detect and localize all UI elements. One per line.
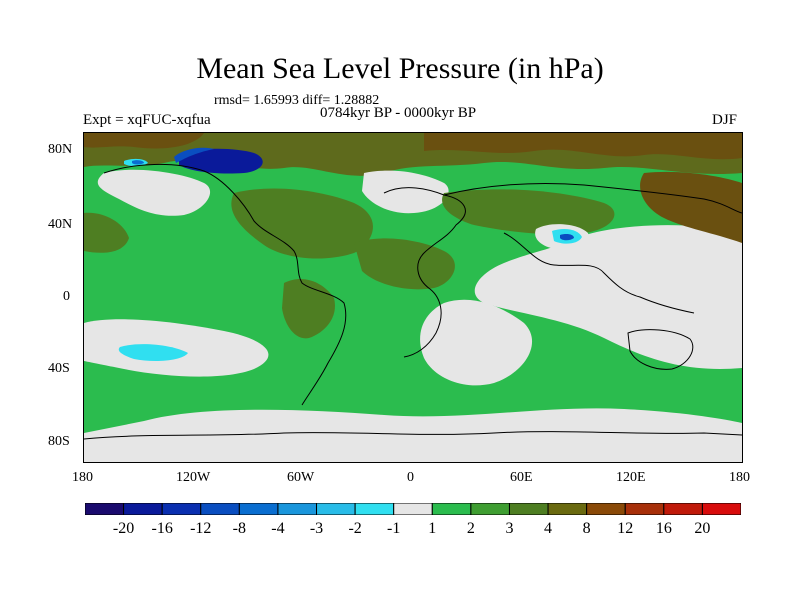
map-svg [84, 133, 742, 462]
colorbar-swatch [393, 503, 433, 515]
east-asia-brown [640, 171, 742, 243]
coastline-australia [627, 329, 694, 370]
coastlines [84, 163, 742, 440]
north-america-olive [231, 188, 373, 259]
south-america-olive [282, 278, 335, 339]
colorbar-swatch [85, 503, 125, 515]
colorbar-swatch [547, 503, 588, 515]
coastline-antarctica [84, 431, 742, 440]
colorbar-swatch [701, 503, 741, 515]
colorbar-swatch [354, 503, 395, 515]
arctic-blue-patch [132, 160, 144, 165]
colorbar-swatch [123, 503, 163, 515]
south-atlantic-gray [420, 299, 533, 386]
map-panel [83, 132, 743, 463]
asia-olive [442, 189, 615, 235]
colorbar-label: 16 [655, 520, 672, 537]
colorbar-label: -4 [271, 520, 285, 537]
lon-label-180w: 180 [72, 470, 93, 485]
coastline-americas [103, 163, 347, 406]
africa-olive [354, 238, 455, 290]
arctic-brown-west [84, 133, 204, 149]
arctic-brown-zone [424, 133, 742, 160]
colorbar-label: -8 [232, 520, 246, 537]
stats-text: rmsd= 1.65993 diff= 1.28882 [214, 93, 380, 108]
lat-label-40n: 40N [48, 217, 73, 232]
colorbar-label: -20 [112, 520, 135, 537]
colorbar-swatch [470, 503, 510, 515]
colorbar-swatch [161, 503, 202, 515]
lat-label-80s: 80S [48, 434, 70, 449]
greenland-low-core [179, 148, 263, 174]
colorbar-swatch [663, 503, 703, 515]
lat-label-40s: 40S [48, 361, 70, 376]
colorbar-label: 3 [505, 520, 514, 537]
lon-label-120w: 120W [176, 470, 211, 485]
colorbar-label: 12 [617, 520, 634, 537]
colorbar-swatch [586, 503, 626, 515]
map-title: Mean Sea Level Pressure (in hPa) [196, 52, 604, 85]
colorbar-label: -2 [348, 520, 362, 537]
colorbar-label: 8 [582, 520, 591, 537]
colorbar-swatch [508, 503, 549, 515]
colorbar-swatch [200, 503, 240, 515]
antarctic-gray [84, 433, 742, 462]
coastline-europe-africa [383, 187, 466, 358]
coastline-asia-south [503, 232, 695, 314]
greenland-low-edge [174, 147, 214, 163]
lat-label-80n: 80N [48, 142, 73, 157]
north-pacific-gray [97, 169, 211, 216]
experiment-label: Expt = xqFUC-xqfua [83, 112, 211, 128]
tibet-low-core [560, 234, 574, 241]
southern-ocean-gray [84, 408, 742, 433]
pacific-olive-west [84, 212, 129, 253]
colorbar [85, 503, 741, 515]
colorbar-swatch [277, 503, 318, 515]
colorbar-label: -3 [309, 520, 324, 537]
colorbar-label: -12 [190, 520, 212, 537]
colorbar-swatch [316, 503, 356, 515]
colorbar-label: -16 [151, 520, 173, 537]
lon-label-180e: 180 [729, 470, 750, 485]
colorbar-label: 4 [544, 520, 553, 537]
period-text: 0784kyr BP - 0000kyr BP [320, 105, 477, 121]
lon-label-60e: 60E [510, 470, 533, 485]
colorbar-swatch [624, 503, 665, 515]
europe-gray [362, 170, 449, 214]
colorbar-label: 1 [428, 520, 437, 537]
lon-label-60w: 60W [287, 470, 315, 485]
colorbar-swatch [238, 503, 279, 515]
colorbar-label: -1 [387, 520, 401, 537]
colorbar-label: 2 [466, 520, 475, 537]
colorbar-swatch [431, 503, 472, 515]
south-pacific-gray [84, 319, 269, 377]
lat-label-0: 0 [63, 289, 70, 304]
season-label: DJF [712, 112, 738, 128]
lon-label-120e: 120E [616, 470, 646, 485]
south-pacific-cyan [118, 344, 188, 361]
lon-label-0: 0 [407, 470, 414, 485]
colorbar-label: 20 [694, 520, 711, 537]
coastline-asia-north [443, 182, 742, 214]
